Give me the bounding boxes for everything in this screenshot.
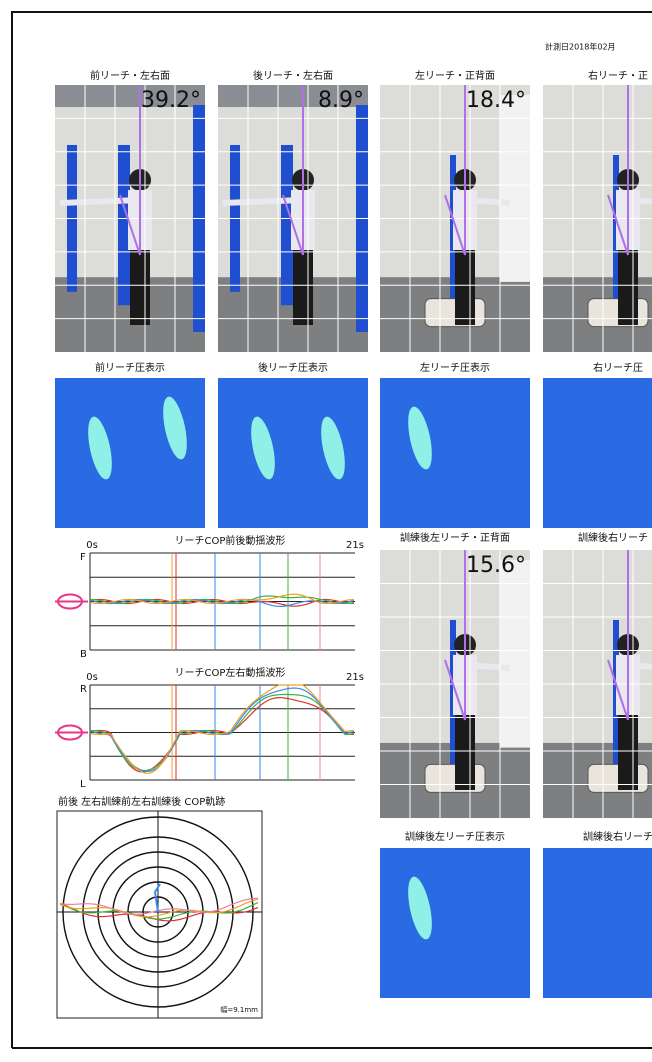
legs [130, 250, 150, 325]
photo: 18.4° [380, 85, 530, 352]
photo-title: 後リーチ・左右面 [253, 69, 333, 82]
photo: 16 [543, 550, 652, 818]
cop-scale: 幅=9.1mm [220, 1005, 258, 1014]
page: 計測日2018年02月 前リーチ・左右面 39.2° 後リーチ・左右面 8.9° 左リー… [0, 0, 652, 1062]
date: 計測日2018年02月 [545, 42, 616, 52]
pressure-map [543, 848, 652, 998]
photo-title: 右リーチ・正 [588, 69, 648, 82]
wave-bottom: B [80, 649, 87, 660]
pressure-title: 訓練後左リーチ圧表示 [405, 830, 505, 843]
cop-title: 前後 左右訓練前左右訓練後 COP軌跡 [58, 795, 225, 808]
wave-start: 0s [86, 672, 98, 683]
arm [628, 665, 652, 668]
photo: 8.9° [218, 85, 368, 352]
angle: 39.2° [141, 88, 201, 113]
wave-end: 21s [346, 672, 364, 683]
pressure-title: 右リーチ圧 [593, 361, 643, 374]
pressure-title: 後リーチ圧表示 [258, 361, 328, 374]
arm [60, 200, 140, 203]
legs [455, 250, 475, 325]
pressure-title: 左リーチ圧表示 [420, 361, 490, 374]
photo-title: 前リーチ・左右面 [90, 69, 170, 82]
angle: 15.6° [466, 553, 526, 578]
wave-start: 0s [86, 540, 98, 551]
photo-title: 訓練後左リーチ・正背面 [400, 531, 510, 544]
wave-title: リーチCOP前後動揺波形 [175, 534, 286, 547]
arm [628, 200, 652, 203]
photo-title: 訓練後右リーチ・ [578, 531, 652, 544]
arm [223, 200, 303, 203]
angle: 8.9° [318, 88, 364, 113]
photo-title: 左リーチ・正背面 [415, 69, 495, 82]
legs [455, 715, 475, 790]
pressure-title: 訓練後右リーチ [583, 830, 652, 843]
wave-top: F [80, 552, 86, 563]
photo: 39.2° [55, 85, 205, 352]
pressure-title: 前リーチ圧表示 [95, 361, 165, 374]
angle: 18.4° [466, 88, 526, 113]
arm [465, 665, 510, 668]
pressure-map [380, 848, 530, 998]
legs [618, 250, 638, 325]
window [500, 560, 530, 748]
pressure-map [380, 378, 530, 528]
wave-top: R [80, 684, 87, 695]
photo: 15.6° [380, 550, 530, 818]
pressure-map [543, 378, 652, 528]
pressure-map [218, 378, 368, 528]
legs [293, 250, 313, 325]
wave-title: リーチCOP左右動揺波形 [175, 666, 286, 679]
wave-end: 21s [346, 540, 364, 551]
legs [618, 715, 638, 790]
arm [465, 200, 510, 203]
photo: 28 [543, 85, 652, 352]
window [500, 95, 530, 282]
wave-bottom: L [80, 779, 86, 790]
